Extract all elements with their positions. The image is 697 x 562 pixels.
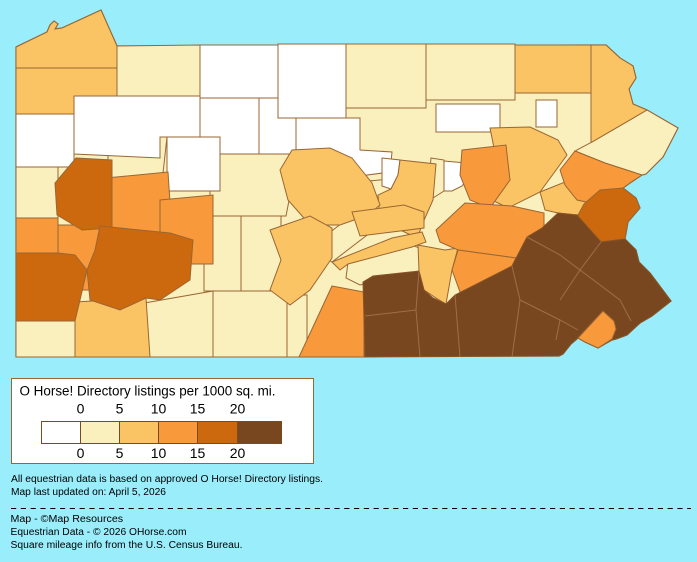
svg-text:Map - ©Map Resources: Map - ©Map Resources (11, 514, 124, 525)
svg-text:All equestrian data is based o: All equestrian data is based on approved… (11, 474, 323, 485)
svg-text:20: 20 (230, 445, 246, 461)
svg-text:10: 10 (151, 401, 167, 417)
svg-text:O Horse! Directory listings pe: O Horse! Directory listings per 1000 sq.… (20, 384, 276, 400)
svg-text:20: 20 (230, 401, 246, 417)
svg-text:10: 10 (151, 445, 167, 461)
svg-text:Equestrian Data - © 2026 OHors: Equestrian Data - © 2026 OHorse.com (11, 527, 187, 538)
svg-text:5: 5 (116, 401, 124, 417)
svg-text:Square mileage info from the U: Square mileage info from the U.S. Census… (11, 540, 243, 551)
svg-text:0: 0 (77, 401, 85, 417)
svg-text:0: 0 (77, 445, 85, 461)
svg-text:5: 5 (116, 445, 124, 461)
svg-text:15: 15 (190, 445, 206, 461)
svg-text:Map last updated on: April 5,: Map last updated on: April 5, 2026 (11, 487, 166, 498)
svg-text:15: 15 (190, 401, 206, 417)
